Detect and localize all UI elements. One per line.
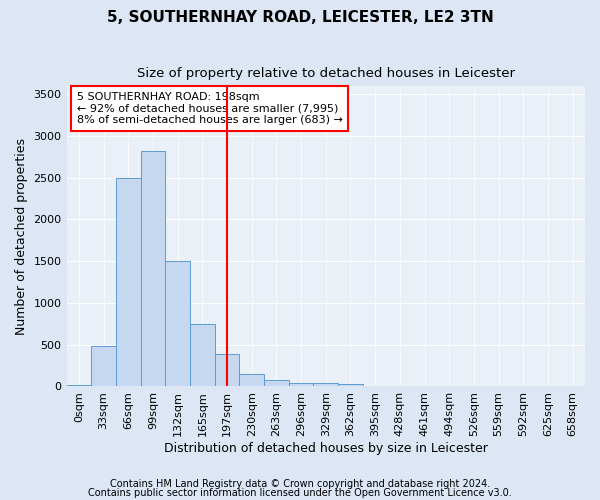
Bar [190,324,215,386]
Bar [313,382,338,386]
Bar [67,385,91,386]
Bar [91,346,116,387]
Text: 5, SOUTHERNHAY ROAD, LEICESTER, LE2 3TN: 5, SOUTHERNHAY ROAD, LEICESTER, LE2 3TN [107,10,493,25]
Bar [215,354,239,386]
Bar [140,151,165,386]
Title: Size of property relative to detached houses in Leicester: Size of property relative to detached ho… [137,68,515,80]
Bar [289,382,313,386]
Text: Contains public sector information licensed under the Open Government Licence v3: Contains public sector information licen… [88,488,512,498]
Bar [239,374,264,386]
Text: Contains HM Land Registry data © Crown copyright and database right 2024.: Contains HM Land Registry data © Crown c… [110,479,490,489]
Bar [165,261,190,386]
Y-axis label: Number of detached properties: Number of detached properties [15,138,28,334]
Bar [264,380,289,386]
X-axis label: Distribution of detached houses by size in Leicester: Distribution of detached houses by size … [164,442,488,455]
Bar [338,384,363,386]
Text: 5 SOUTHERNHAY ROAD: 198sqm
← 92% of detached houses are smaller (7,995)
8% of se: 5 SOUTHERNHAY ROAD: 198sqm ← 92% of deta… [77,92,343,125]
Bar [116,178,140,386]
